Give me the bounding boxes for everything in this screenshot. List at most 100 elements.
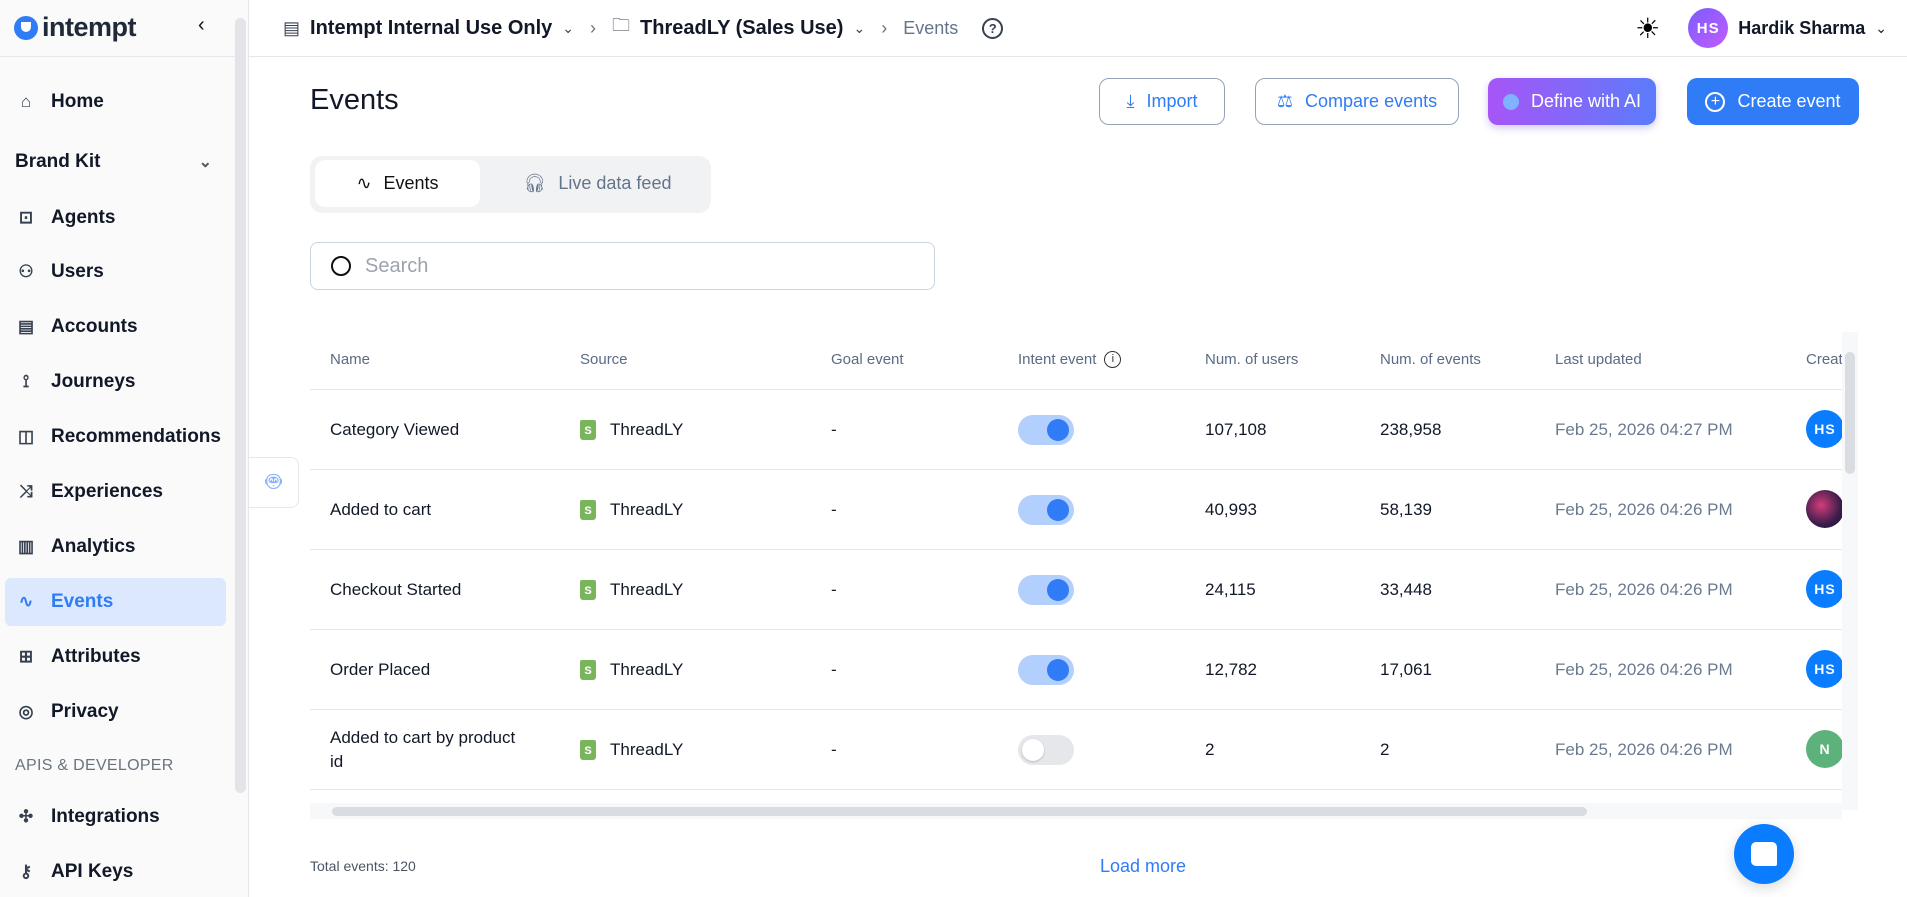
info-icon[interactable]: i xyxy=(1104,351,1122,368)
sidebar-item-integrations[interactable]: ✣ Integrations xyxy=(5,793,226,841)
brand-kit-toggle[interactable]: Brand Kit ⌄ xyxy=(5,138,226,186)
goal-event-value: - xyxy=(831,739,837,759)
sidebar-item-events[interactable]: ∿ Events xyxy=(5,578,226,626)
chevron-down-icon[interactable]: ⌄ xyxy=(1875,19,1887,36)
mask-icon: ◎ xyxy=(18,702,34,721)
source-name: ThreadLY xyxy=(610,499,684,519)
creator-avatar[interactable]: HS xyxy=(1806,570,1842,608)
creator-avatar[interactable]: N xyxy=(1806,730,1842,768)
chevron-down-icon[interactable]: ⌄ xyxy=(853,19,866,36)
plus-circle-icon: + xyxy=(1705,91,1726,112)
bag-icon: ◫ xyxy=(17,427,35,446)
search-input[interactable] xyxy=(365,254,905,278)
column-header: Creat xyxy=(1806,351,1842,368)
define-with-ai-button[interactable]: Define with AI xyxy=(1488,78,1656,125)
sidebar-item-label: Agents xyxy=(51,207,116,228)
divider xyxy=(310,389,1842,390)
vertical-scroll-thumb[interactable] xyxy=(1845,352,1855,474)
search-box xyxy=(310,242,935,290)
sidebar-item-users[interactable]: ⚇ Users xyxy=(5,248,226,296)
activity-icon: ∿ xyxy=(356,173,372,193)
sidebar-item-api-keys[interactable]: ⚷ API Keys xyxy=(5,848,226,896)
event-name-cell[interactable]: Checkout Started xyxy=(330,550,461,629)
users-icon: ⚇ xyxy=(18,262,34,281)
divider xyxy=(310,549,1842,550)
creator-avatar[interactable] xyxy=(1806,490,1842,528)
toggle-knob xyxy=(1022,739,1044,761)
top-bar: ▤ Intempt Internal Use Only ⌄ › 🗀 Thread… xyxy=(249,0,1907,57)
sidebar-scrollbar[interactable] xyxy=(235,18,246,793)
sidebar-item-attributes[interactable]: ⊞ Attributes xyxy=(5,633,226,681)
intent-event-toggle[interactable] xyxy=(1018,415,1074,445)
intent-event-toggle[interactable] xyxy=(1018,495,1074,525)
goal-event-value: - xyxy=(831,419,837,439)
toggle-knob xyxy=(1047,659,1069,681)
chevron-down-icon[interactable]: ⌄ xyxy=(562,19,575,36)
sidebar-item-agents[interactable]: ⊡ Agents xyxy=(5,194,226,242)
theme-toggle-sun-icon[interactable]: ☀ xyxy=(1635,12,1661,44)
intent-event-toggle[interactable] xyxy=(1018,735,1074,765)
tab-live-data-feed[interactable]: 🎧︎ Live data feed xyxy=(490,160,705,207)
chevron-down-icon: ⌄ xyxy=(198,154,212,171)
breadcrumb-separator-icon: › xyxy=(881,17,888,38)
home-icon: ⌂ xyxy=(20,92,32,111)
num-events: 17,061 xyxy=(1380,659,1432,679)
import-button[interactable]: ⤓ Import xyxy=(1099,78,1225,125)
sidebar-item-label: Events xyxy=(51,591,114,612)
route-icon: ⟟ xyxy=(22,372,30,391)
shopify-icon: S xyxy=(580,739,596,760)
sidebar-item-privacy[interactable]: ◎ Privacy xyxy=(5,688,226,736)
breadcrumb-org[interactable]: Intempt Internal Use Only xyxy=(310,16,553,39)
intent-event-toggle[interactable] xyxy=(1018,655,1074,685)
shopify-icon: S xyxy=(580,419,596,440)
creator-initials: N xyxy=(1819,741,1831,757)
event-name-cell[interactable]: Added to cart by product id xyxy=(330,710,530,789)
chat-launcher-button[interactable] xyxy=(1734,824,1794,884)
num-users: 12,782 xyxy=(1205,659,1257,679)
events-table: Name Source Goal event Intent event i Num. of… xyxy=(310,332,1842,810)
event-name-cell[interactable]: Category Viewed xyxy=(330,390,459,469)
column-header: Source xyxy=(580,351,628,368)
sidebar-item-home[interactable]: ⌂ Home xyxy=(5,78,226,126)
view-tabs: ∿ Events 🎧︎ Live data feed xyxy=(310,156,711,213)
sidebar-item-analytics[interactable]: ▥ Analytics xyxy=(5,523,226,571)
load-more-link[interactable]: Load more xyxy=(1100,856,1187,876)
intent-event-toggle[interactable] xyxy=(1018,575,1074,605)
creator-avatar[interactable]: HS xyxy=(1806,650,1842,688)
goal-event-value: - xyxy=(831,579,837,599)
horizontal-scroll-thumb[interactable] xyxy=(332,807,1587,816)
sidebar-item-recommendations[interactable]: ◫ Recommendations xyxy=(5,413,226,461)
table-icon: ⊞ xyxy=(18,647,34,666)
create-label: Create event xyxy=(1737,91,1841,111)
tab-events[interactable]: ∿ Events xyxy=(315,160,480,207)
event-name-cell[interactable]: Order Placed xyxy=(330,630,430,709)
sidebar-item-label: Users xyxy=(51,261,104,282)
num-users-cell: 2 xyxy=(1205,710,1214,789)
creator-avatar[interactable]: HS xyxy=(1806,410,1842,448)
activity-icon: ∿ xyxy=(18,592,34,611)
toggle-knob xyxy=(1047,419,1069,441)
collapse-sidebar-icon[interactable]: ‹ xyxy=(198,14,205,36)
toggle-knob xyxy=(1047,579,1069,601)
event-name-cell[interactable]: Added to cart xyxy=(330,470,431,549)
breadcrumb-project[interactable]: ThreadLY (Sales Use) xyxy=(640,16,844,39)
help-icon[interactable]: ? xyxy=(982,17,1004,39)
create-event-button[interactable]: + Create event xyxy=(1687,78,1859,125)
sidebar-item-journeys[interactable]: ⟟ Journeys xyxy=(5,358,226,406)
user-name[interactable]: Hardik Sharma xyxy=(1738,17,1866,38)
sidebar-item-accounts[interactable]: ▤ Accounts xyxy=(5,303,226,351)
num-events: 238,958 xyxy=(1380,419,1442,439)
assistant-robot-icon[interactable]: 🤖︎ xyxy=(249,457,299,508)
user-avatar[interactable]: HS xyxy=(1688,8,1729,48)
user-menu[interactable]: ☀ HS Hardik Sharma ⌄ xyxy=(1635,0,1887,56)
compare-events-button[interactable]: ⚖ Compare events xyxy=(1255,78,1459,125)
source-name: ThreadLY xyxy=(610,579,684,599)
intempt-logo[interactable]: intempt xyxy=(14,12,137,43)
column-header-label: Num. of events xyxy=(1380,351,1481,368)
num-users-cell: 24,115 xyxy=(1205,550,1256,629)
import-icon: ⤓ xyxy=(1126,91,1135,111)
num-events-cell: 17,061 xyxy=(1380,630,1432,709)
sidebar-item-experiences[interactable]: ⤨ Experiences xyxy=(5,468,226,516)
column-header: Goal event xyxy=(831,351,904,368)
source-cell: S ThreadLY xyxy=(580,630,683,709)
